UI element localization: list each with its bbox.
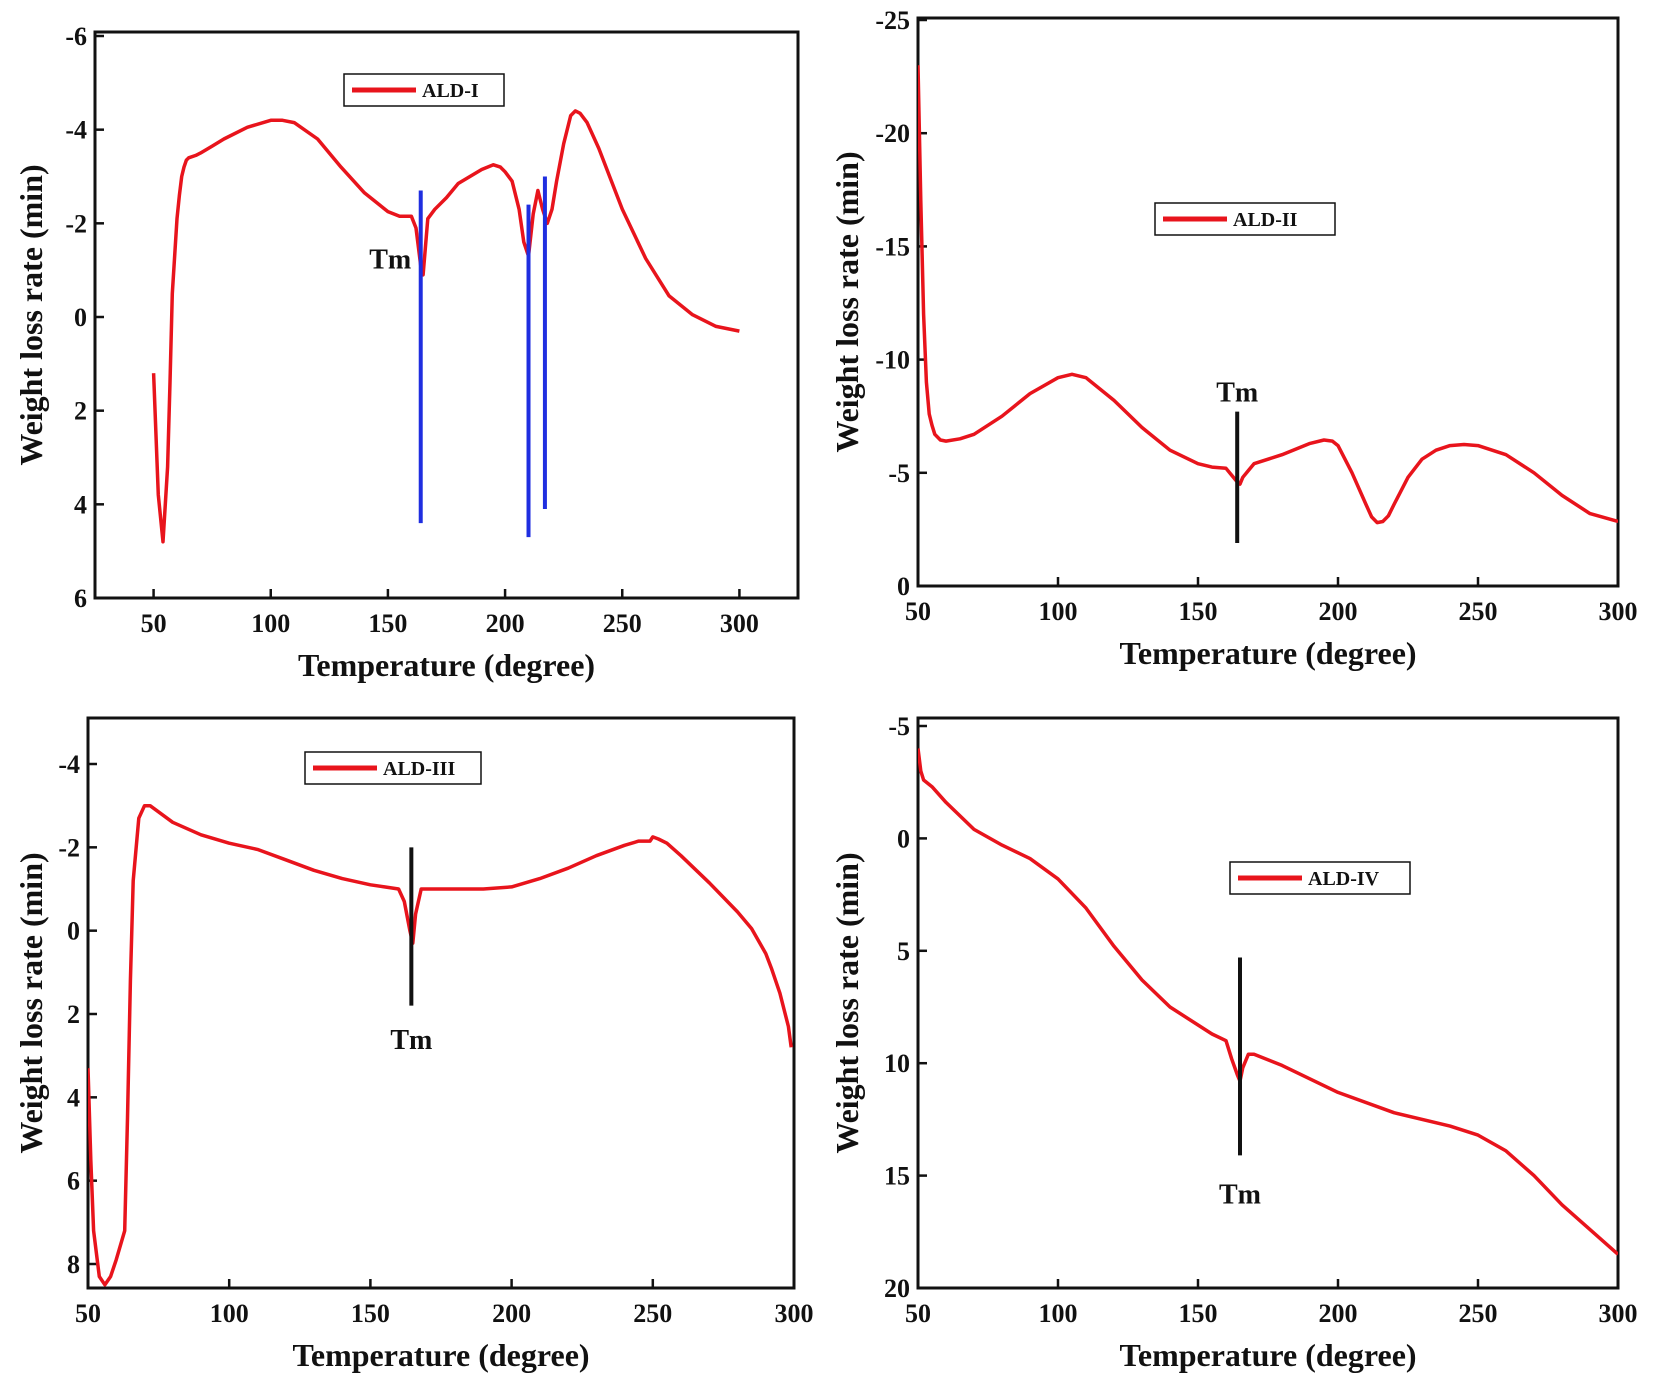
x-tick-label: 150 — [1179, 1299, 1218, 1328]
tm-annotation: Tm — [369, 244, 411, 275]
y-tick-label: 5 — [897, 937, 910, 966]
chart-panel-3: 50 100 150 200 250 300 -4 -2 0 2 4 6 8 Temperature (d… — [13, 716, 814, 1373]
plot-frame — [916, 16, 1620, 588]
x-tick-label: 150 — [368, 609, 407, 638]
x-tick-label: 300 — [720, 609, 759, 638]
legend: ALD-II — [1154, 202, 1336, 236]
y-tick-label: -20 — [875, 119, 910, 148]
y-tick-label: 4 — [74, 490, 87, 519]
plot-frame — [93, 30, 800, 600]
x-tick-label: 150 — [351, 1299, 390, 1328]
x-tick-label: 100 — [1039, 1299, 1078, 1328]
legend-label: ALD-IV — [1308, 868, 1380, 890]
x-tick-label: 300 — [775, 1299, 814, 1328]
x-tick-label: 300 — [1599, 597, 1638, 626]
y-tick-label: 0 — [897, 824, 910, 853]
x-tick-label: 250 — [1459, 597, 1498, 626]
x-tick-label: 100 — [1039, 597, 1078, 626]
y-tick-label: -6 — [65, 22, 87, 51]
legend-label: ALD-III — [383, 758, 455, 780]
y-tick-label: 20 — [884, 1274, 910, 1303]
y-tick-label: -25 — [875, 6, 910, 35]
legend: ALD-I — [343, 73, 505, 107]
x-tick-label: 200 — [486, 609, 525, 638]
x-tick-label: 200 — [1319, 597, 1358, 626]
x-tick-label: 250 — [603, 609, 642, 638]
chart-panel-2: 50 100 150 200 250 300 -25 -20 -15 -10 -5 0 Temperat… — [829, 6, 1638, 671]
x-tick-label: 300 — [1599, 1299, 1638, 1328]
chart-panel-1: 50 100 150 200 250 300 -6 -4 -2 0 2 4 6 Temperature (… — [13, 22, 800, 683]
tm-annotation: Tm — [1219, 1180, 1261, 1211]
y-axis-label: Weight loss rate (min) — [829, 151, 865, 452]
y-tick-label: 6 — [74, 584, 87, 613]
x-tick-label: 100 — [210, 1299, 249, 1328]
y-tick-label: 4 — [67, 1083, 80, 1112]
x-tick-label: 200 — [1319, 1299, 1358, 1328]
x-tick-label: 250 — [633, 1299, 672, 1328]
y-tick-label: 0 — [74, 303, 87, 332]
plot-frame — [86, 716, 796, 1290]
chart-panel-4: 50 100 150 200 250 300 -5 0 5 10 15 20 Temperature (… — [829, 712, 1638, 1373]
y-tick-label: 2 — [67, 1000, 80, 1029]
y-tick-label: 15 — [884, 1162, 910, 1191]
tm-annotation: Tm — [390, 1025, 432, 1056]
x-axis-label: Temperature (degree) — [292, 1337, 589, 1373]
x-axis-label: Temperature (degree) — [1119, 1337, 1416, 1373]
legend-label: ALD-II — [1233, 209, 1298, 231]
x-tick-label: 50 — [141, 609, 167, 638]
series-line-ALD-IV — [918, 748, 1618, 1256]
y-tick-label: 8 — [67, 1250, 80, 1279]
x-tick-label: 50 — [75, 1299, 101, 1328]
x-tick-label: 50 — [905, 597, 931, 626]
legend: ALD-IV — [1229, 861, 1411, 895]
y-axis-label: Weight loss rate (min) — [13, 164, 49, 465]
y-tick-label: 0 — [67, 917, 80, 946]
y-tick-label: 6 — [67, 1167, 80, 1196]
y-axis-label: Weight loss rate (min) — [13, 852, 49, 1153]
y-tick-label: -4 — [65, 116, 87, 145]
plot-frame — [916, 716, 1620, 1290]
legend-label: ALD-I — [422, 80, 479, 102]
x-tick-label: 50 — [905, 1299, 931, 1328]
series-line-ALD-III — [88, 803, 793, 1287]
tm-annotation: Tm — [1216, 377, 1258, 408]
y-tick-label: 0 — [897, 572, 910, 601]
y-tick-label: 10 — [884, 1049, 910, 1078]
y-tick-label: -2 — [65, 209, 87, 238]
y-tick-label: -4 — [58, 750, 80, 779]
x-tick-label: 250 — [1459, 1299, 1498, 1328]
y-axis-label: Weight loss rate (min) — [829, 852, 865, 1153]
y-tick-label: -5 — [888, 712, 910, 741]
series-line-ALD-II — [918, 65, 1618, 525]
y-tick-label: -5 — [888, 459, 910, 488]
x-tick-label: 200 — [492, 1299, 531, 1328]
x-axis-label: Temperature (degree) — [1119, 635, 1416, 671]
y-tick-label: -15 — [875, 232, 910, 261]
y-tick-label: -10 — [875, 346, 910, 375]
y-tick-label: 2 — [74, 397, 87, 426]
x-tick-label: 150 — [1179, 597, 1218, 626]
x-tick-label: 100 — [251, 609, 290, 638]
legend: ALD-III — [304, 751, 482, 785]
series-line-ALD-I — [151, 109, 740, 544]
x-axis-label: Temperature (degree) — [298, 647, 595, 683]
y-tick-label: -2 — [58, 833, 80, 862]
